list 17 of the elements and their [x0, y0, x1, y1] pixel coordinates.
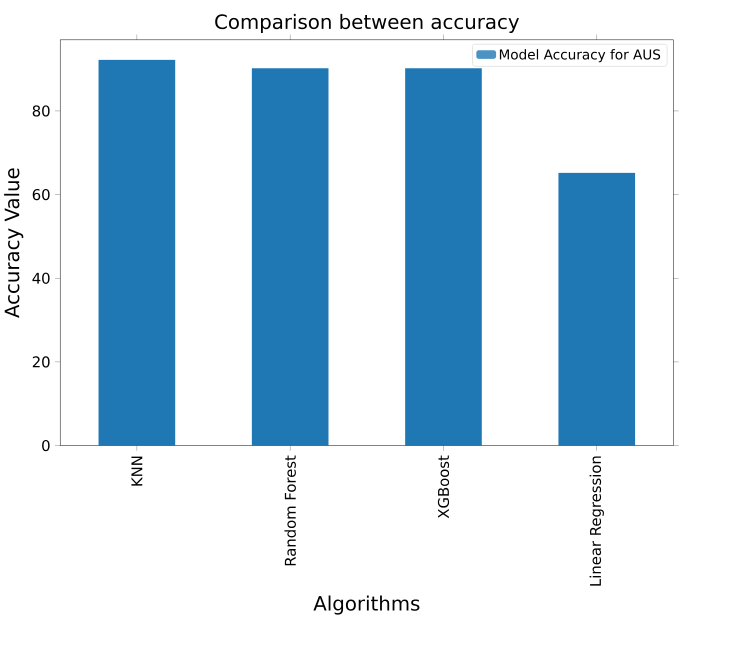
bar — [405, 68, 482, 446]
y-axis-title: Accuracy Value — [4, 168, 24, 318]
y-tick-label: 80 — [32, 105, 50, 117]
y-tick-label: 20 — [32, 356, 50, 368]
chart-title: Comparison between accuracy — [215, 14, 519, 34]
y-tick-label: 60 — [32, 189, 50, 200]
x-tick-label: KNN — [131, 456, 142, 486]
y-tick-label: 40 — [32, 272, 50, 284]
x-tick-label: XGBoost — [438, 456, 450, 518]
x-axis-title: Algorithms — [313, 596, 420, 615]
bar — [558, 172, 636, 446]
legend-label: Model Accuracy for AUS — [500, 49, 660, 62]
y-tick-label: 0 — [42, 440, 50, 452]
x-tick-label: Random Forest — [284, 456, 296, 566]
bar — [252, 68, 328, 446]
x-tick-label: Linear Regression — [590, 456, 604, 586]
bar — [98, 60, 176, 446]
